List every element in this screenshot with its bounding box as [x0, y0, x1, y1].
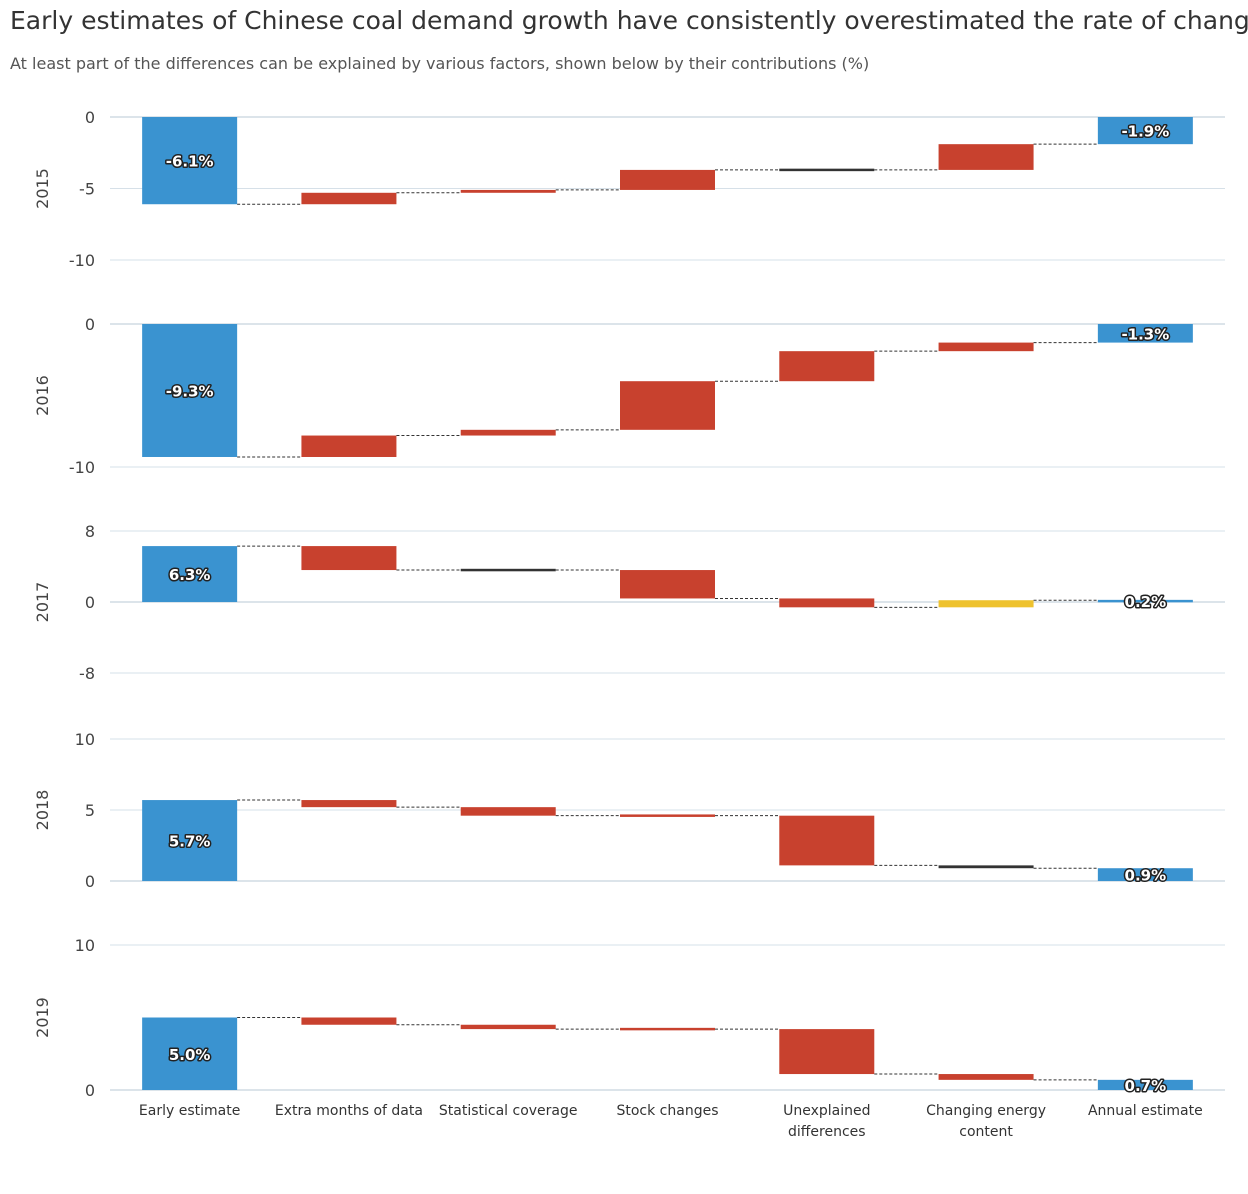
bar — [779, 598, 875, 608]
value-label: 5.7% — [169, 833, 211, 851]
bar — [938, 600, 1034, 608]
bar — [142, 324, 238, 457]
value-label: -1.9% — [1121, 123, 1169, 141]
bar — [142, 1017, 238, 1090]
y-tick-label: 10 — [75, 936, 95, 955]
y-tick-label: 5 — [85, 801, 95, 820]
bar — [460, 189, 556, 193]
bar — [301, 192, 397, 205]
chart-title: Early estimates of Chinese coal demand g… — [10, 6, 1248, 35]
bar — [779, 351, 875, 382]
y-tick-label: -10 — [69, 458, 95, 477]
bar — [460, 429, 556, 436]
bar — [620, 814, 715, 817]
bar — [1097, 599, 1193, 603]
panel-label: 2016 — [33, 375, 52, 416]
x-tick-label: Early estimate — [138, 1103, 241, 1119]
bar — [620, 381, 715, 430]
bar — [1097, 324, 1193, 343]
y-tick-label: -10 — [69, 251, 95, 270]
x-tick-label: Stock changes — [616, 1103, 719, 1119]
bar — [938, 342, 1034, 352]
bar — [301, 1017, 397, 1025]
bar — [142, 117, 238, 205]
panel-label: 2018 — [33, 790, 52, 831]
panel-label: 2017 — [33, 582, 52, 623]
bar — [142, 546, 238, 602]
bar — [938, 865, 1034, 869]
value-label: 0.7% — [1125, 1077, 1167, 1095]
value-label: -6.1% — [166, 153, 214, 171]
y-tick-label: 0 — [85, 593, 95, 612]
value-label: -9.3% — [166, 382, 214, 400]
bar — [1097, 1079, 1193, 1090]
bar — [779, 815, 875, 866]
bar — [301, 546, 397, 571]
value-label: 0.2% — [1125, 593, 1167, 611]
bar — [620, 1027, 715, 1031]
y-tick-label: 0 — [85, 108, 95, 127]
bar — [460, 568, 556, 572]
bar — [301, 435, 397, 457]
bar — [620, 570, 715, 599]
bar — [779, 168, 875, 172]
y-tick-label: -5 — [79, 180, 95, 199]
y-tick-label: -8 — [79, 664, 95, 683]
x-tick-label: Unexplained differences — [783, 1103, 871, 1140]
value-label: 0.9% — [1125, 867, 1167, 885]
bar — [620, 169, 715, 190]
bar — [1097, 117, 1193, 145]
bar — [938, 144, 1034, 170]
x-tick-label: Statistical coverage — [438, 1103, 578, 1119]
panel-label: 2015 — [33, 168, 52, 209]
value-label: -1.3% — [1121, 325, 1169, 343]
bar — [460, 1024, 556, 1030]
bar — [779, 1029, 875, 1075]
x-tick-label: Changing energy content — [926, 1103, 1046, 1140]
y-tick-label: 0 — [85, 872, 95, 891]
y-tick-label: 0 — [85, 315, 95, 334]
y-tick-label: 10 — [75, 730, 95, 749]
bar — [142, 800, 238, 881]
value-label: 6.3% — [169, 566, 211, 584]
bar — [301, 800, 397, 808]
x-tick-label: Extra months of data — [274, 1103, 423, 1119]
x-tick-label: Annual estimate — [1087, 1103, 1203, 1119]
bar — [1097, 868, 1193, 881]
y-tick-label: 8 — [85, 522, 95, 541]
bar — [938, 1074, 1034, 1080]
chart-subtitle: At least part of the differences can be … — [10, 54, 870, 73]
y-tick-label: 0 — [85, 1081, 95, 1100]
panel-label: 2019 — [33, 997, 52, 1038]
value-label: 5.0% — [169, 1046, 211, 1064]
bar — [460, 807, 556, 816]
